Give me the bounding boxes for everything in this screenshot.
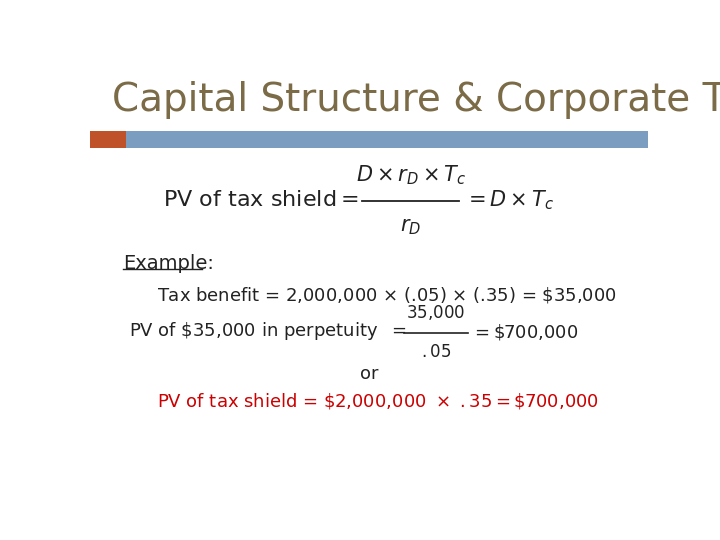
Bar bbox=[126, 131, 648, 148]
Text: $35{,}000$: $35{,}000$ bbox=[406, 303, 466, 322]
Text: $.05$: $.05$ bbox=[421, 343, 451, 361]
Text: $r_D$: $r_D$ bbox=[400, 217, 421, 237]
Text: Capital Structure & Corporate Taxes: Capital Structure & Corporate Taxes bbox=[112, 82, 720, 119]
Text: PV of $\$35{,}000$ in perpetuity  $=$: PV of $\$35{,}000$ in perpetuity $=$ bbox=[129, 320, 407, 342]
Text: Example:: Example: bbox=[124, 254, 215, 273]
Text: $D \times r_D \times T_c$: $D \times r_D \times T_c$ bbox=[356, 164, 466, 187]
Text: $\mathrm{PV\ of\ tax\ shield} = $: $\mathrm{PV\ of\ tax\ shield} = $ bbox=[163, 190, 359, 210]
Text: $=\$700{,}000$: $=\$700{,}000$ bbox=[471, 322, 577, 342]
Text: $= D \times T_c$: $= D \times T_c$ bbox=[464, 188, 554, 212]
Text: or: or bbox=[360, 365, 378, 383]
Text: PV of tax shield = $\$2{,}000{,}000\ \times\ .35 = \$700{,}000$: PV of tax shield = $\$2{,}000{,}000\ \ti… bbox=[157, 391, 599, 411]
Text: Tax benefit = 2,000,000 $\times$ (.05) $\times$ (.35) = $\$35{,}000$: Tax benefit = 2,000,000 $\times$ (.05) $… bbox=[157, 285, 617, 305]
Bar bbox=[90, 131, 126, 148]
